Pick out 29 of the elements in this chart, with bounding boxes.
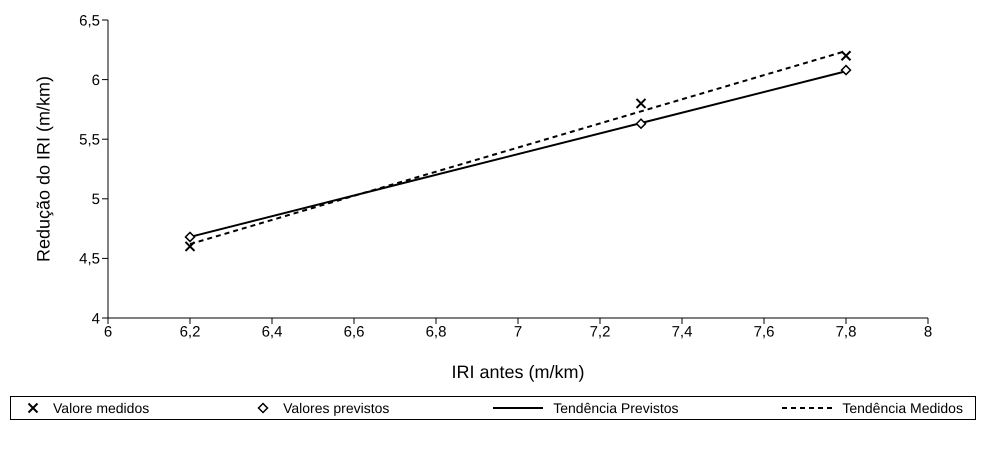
point — [184, 240, 196, 252]
x-tick-label: 6,4 — [262, 324, 282, 341]
x-tick-label: 6 — [104, 324, 112, 341]
x-tick-label: 7,2 — [590, 324, 610, 341]
x-tick-label: 6,8 — [426, 324, 446, 341]
point — [184, 232, 196, 242]
y-tick-label: 6,5 — [79, 12, 100, 30]
point — [636, 118, 646, 129]
point — [840, 64, 852, 76]
x-tick-label: 7,6 — [754, 324, 774, 341]
x-tick-label: 6,2 — [180, 324, 200, 341]
legend-label: Tendência Medidos — [842, 400, 963, 416]
x-axis-title: IRI antes (m/km) — [451, 362, 585, 382]
y-tick-label: 4,5 — [79, 250, 100, 268]
legend-label: Tendência Previstos — [553, 400, 679, 416]
x-tick-label: 7,8 — [836, 324, 856, 341]
y-tick-label: 4 — [92, 310, 100, 328]
y-tick-label: 6 — [92, 72, 100, 89]
x-tick-label: 6,6 — [344, 324, 364, 341]
y-axis-title: Redução do IRI (m/km) — [33, 76, 54, 262]
y-tick-label: 5 — [92, 191, 100, 208]
x-tick-label: 8 — [924, 324, 932, 341]
point — [636, 98, 646, 109]
x-tick-label: 7 — [514, 324, 522, 341]
legend-label: Valore medidos — [53, 400, 150, 416]
legend-label: Valores previstos — [283, 400, 390, 416]
x-tick-label: 7,4 — [672, 324, 692, 341]
y-tick-label: 5,5 — [79, 132, 100, 149]
point — [840, 50, 852, 62]
